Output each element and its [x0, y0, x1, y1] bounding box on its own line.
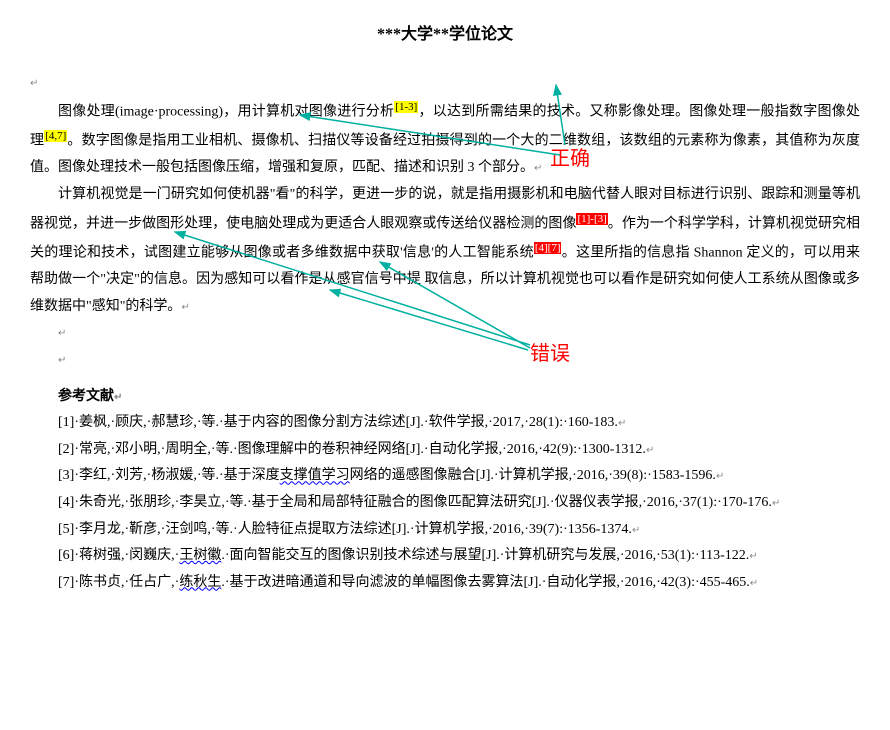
paragraph-1: 图像处理(image·processing)，用计算机对图像进行分析[1-3]，…: [30, 97, 860, 182]
ref-text: 网络的遥感图像融合[J].·计算机学报,·2016,·39(8):·1583-1…: [350, 468, 716, 483]
paragraph-mark: ↵: [30, 78, 38, 89]
ref-text-squiggle: 支撑值学习: [280, 468, 350, 483]
ref-number: [1]: [58, 415, 74, 430]
text: 。数字图像是指用工业相机、摄像机、扫描仪等设备经过拍摄得到的一个大的二维数组，该…: [30, 134, 860, 176]
ref-text: .·面向智能交互的图像识别技术综述与展望[J].·计算机研究与发展,·2016,…: [221, 548, 749, 563]
ref-text: ·李红,·刘芳,·杨淑媛,·等.·基于深度: [74, 468, 279, 483]
paragraph-mark: ↵: [114, 392, 122, 403]
empty-para: ↵: [30, 347, 860, 374]
ref-number: [6]: [58, 548, 74, 563]
reference-item: [3]·李红,·刘芳,·杨淑媛,·等.·基于深度支撑值学习网络的遥感图像融合[J…: [58, 463, 860, 490]
ref-number: [5]: [58, 522, 74, 537]
paragraph-mark: ↵: [646, 445, 654, 456]
paragraph-mark: ↵: [534, 163, 542, 174]
paragraph-mark: ↵: [750, 578, 758, 589]
reference-item: [6]·蒋树强,·闵巍庆,·王树徽.·面向智能交互的图像识别技术综述与展望[J]…: [58, 543, 860, 570]
paragraph-mark: ↵: [632, 525, 640, 536]
paragraph-mark: ↵: [618, 418, 626, 429]
annotation-correct-label: 正确: [550, 140, 590, 178]
citation-correct-1: [1-3]: [394, 101, 418, 113]
ref-text: ·李月龙,·靳彦,·汪剑鸣,·等.·人脸特征点提取方法综述[J].·计算机学报,…: [74, 522, 632, 537]
ref-text: ·蒋树强,·闵巍庆,·: [74, 548, 179, 563]
page-title: ***大学**学位论文: [30, 20, 860, 50]
ref-number: [2]: [58, 442, 74, 457]
paragraph-mark: ↵: [772, 498, 780, 509]
ref-text: .·基于改进暗通道和导向滤波的单幅图像去雾算法[J].·自动化学报,·2016,…: [221, 575, 749, 590]
ref-text: ·姜枫,·顾庆,·郝慧珍,·等.·基于内容的图像分割方法综述[J].·软件学报,…: [74, 415, 618, 430]
reference-item: [7]·陈书贞,·任占广,·练秋生.·基于改进暗通道和导向滤波的单幅图像去雾算法…: [58, 570, 860, 597]
ref-text: ·朱奇光,·张朋珍,·李昊立,·等.·基于全局和局部特征融合的图像匹配算法研究[…: [74, 495, 772, 510]
reference-item: [2]·常亮,·邓小明,·周明全,·等.·图像理解中的卷积神经网络[J].·自动…: [58, 437, 860, 464]
reference-item: [5]·李月龙,·靳彦,·汪剑鸣,·等.·人脸特征点提取方法综述[J].·计算机…: [58, 517, 860, 544]
ref-text: ·常亮,·邓小明,·周明全,·等.·图像理解中的卷积神经网络[J].·自动化学报…: [74, 442, 646, 457]
paragraph-mark: ↵: [58, 355, 66, 366]
paragraph-mark: ↵: [716, 471, 724, 482]
citation-error-2: [4][7]: [534, 242, 562, 254]
text: 图像处理(image·processing)，用计算机对图像进行分析: [58, 105, 394, 120]
ref-number: [4]: [58, 495, 74, 510]
ref-number: [7]: [58, 575, 74, 590]
reference-item: [4]·朱奇光,·张朋珍,·李昊立,·等.·基于全局和局部特征融合的图像匹配算法…: [58, 490, 860, 517]
citation-error-1: [1]-[3]: [576, 213, 607, 225]
references-header: 参考文献↵: [30, 384, 860, 411]
citation-correct-2: [4,7]: [44, 130, 67, 142]
paragraph-mark: ↵: [181, 302, 189, 313]
empty-para: ↵: [30, 320, 860, 347]
references-list: [1]·姜枫,·顾庆,·郝慧珍,·等.·基于内容的图像分割方法综述[J].·软件…: [30, 410, 860, 596]
ref-text: ·陈书贞,·任占广,·: [74, 575, 179, 590]
paragraph-mark: ↵: [58, 328, 66, 339]
ref-text-squiggle: 练秋生: [179, 575, 221, 590]
paragraph-2: 计算机视觉是一门研究如何使机器"看"的科学，更进一步的说，就是指用摄影机和电脑代…: [30, 182, 860, 320]
annotation-error-label: 错误: [530, 335, 570, 373]
ref-number: [3]: [58, 468, 74, 483]
ref-text-squiggle: 王树徽: [179, 548, 221, 563]
reference-item: [1]·姜枫,·顾庆,·郝慧珍,·等.·基于内容的图像分割方法综述[J].·软件…: [58, 410, 860, 437]
paragraph-mark: ↵: [749, 551, 757, 562]
